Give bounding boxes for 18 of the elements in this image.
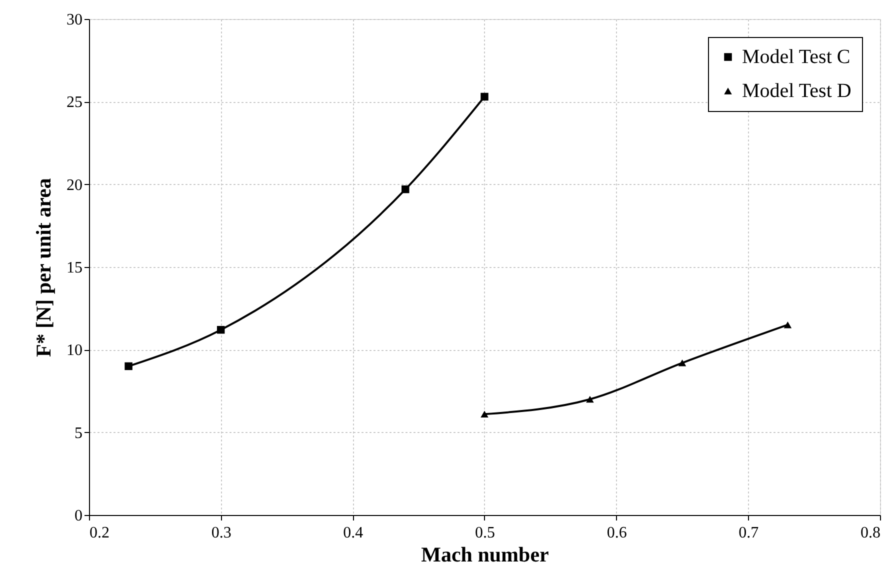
y-tick-label: 5 xyxy=(74,424,82,442)
y-axis-title: F* [N] per unit area xyxy=(32,178,56,357)
y-tick-label: 30 xyxy=(66,12,82,28)
x-axis-title: Mach number xyxy=(421,542,549,566)
y-tick-label: 15 xyxy=(66,260,82,276)
y-tick-label: 20 xyxy=(66,176,82,194)
x-tick-label: 0.6 xyxy=(606,524,627,542)
y-tick-label: 0 xyxy=(74,508,82,524)
y-tick-label: 10 xyxy=(66,342,82,360)
x-tick-label: 0.3 xyxy=(211,524,232,542)
legend-label: Model Test D xyxy=(742,80,852,102)
legend-label: Model Test C xyxy=(742,46,850,68)
y-tick-label: 25 xyxy=(66,94,82,112)
x-tick-label: 0.4 xyxy=(343,524,364,542)
x-tick-label: 0.5 xyxy=(475,524,495,542)
x-tick-label: 0.2 xyxy=(90,524,110,542)
x-tick-label: 0.7 xyxy=(738,524,759,542)
x-tick-label: 0.8 xyxy=(860,524,880,542)
